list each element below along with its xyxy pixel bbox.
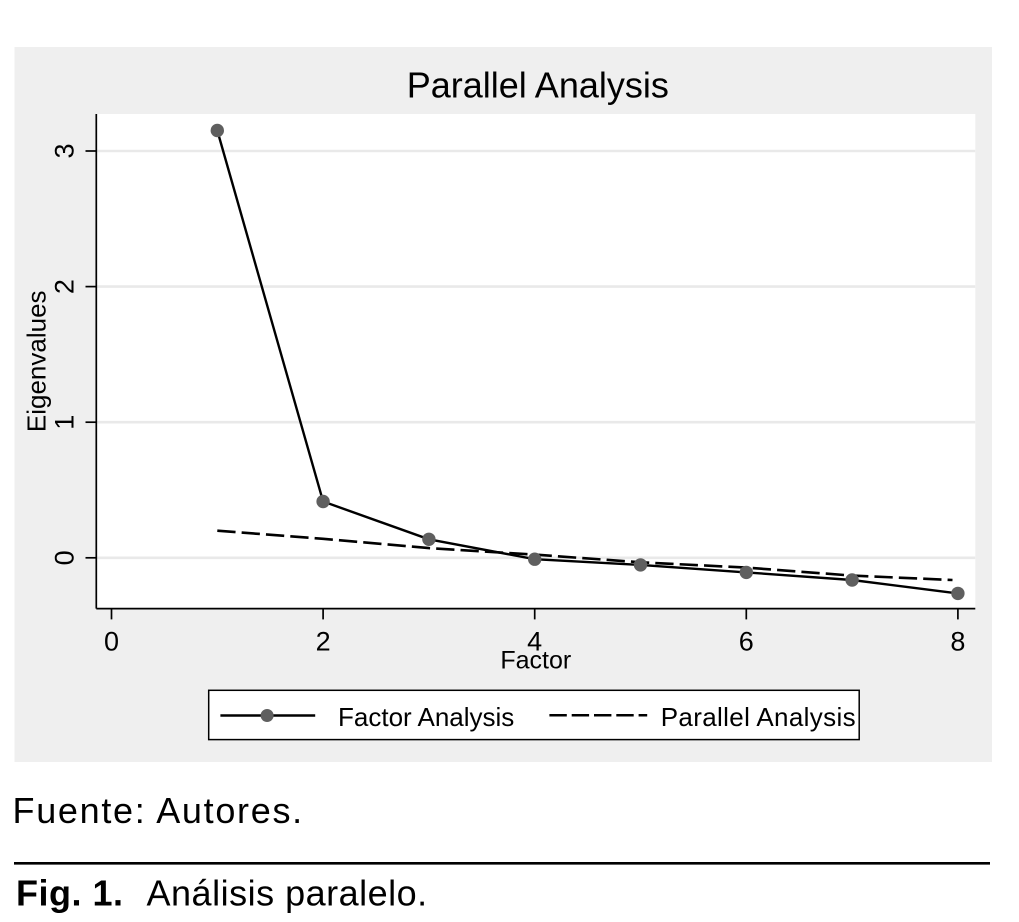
svg-text:Factor Analysis: Factor Analysis <box>338 702 514 732</box>
svg-text:Fig. 1.Análisis paralelo.: Fig. 1. Análisis paralelo. <box>16 872 428 913</box>
svg-text:6: 6 <box>739 627 754 657</box>
svg-text:0: 0 <box>50 550 80 565</box>
svg-text:2: 2 <box>50 279 80 294</box>
svg-text:Parallel Analysis: Parallel Analysis <box>661 702 856 732</box>
svg-text:Factor: Factor <box>500 647 571 675</box>
svg-text:4: 4 <box>527 627 542 657</box>
svg-text:Parallel Analysis: Parallel Analysis <box>407 65 669 106</box>
svg-text:2: 2 <box>316 627 331 657</box>
svg-text:8: 8 <box>950 627 965 657</box>
svg-text:3: 3 <box>50 143 80 158</box>
svg-text:Fuente: Autores.: Fuente: Autores. <box>13 790 304 831</box>
svg-text:1: 1 <box>50 415 80 430</box>
svg-text:Eigenvalues: Eigenvalues <box>22 290 52 432</box>
svg-text:0: 0 <box>104 627 119 657</box>
